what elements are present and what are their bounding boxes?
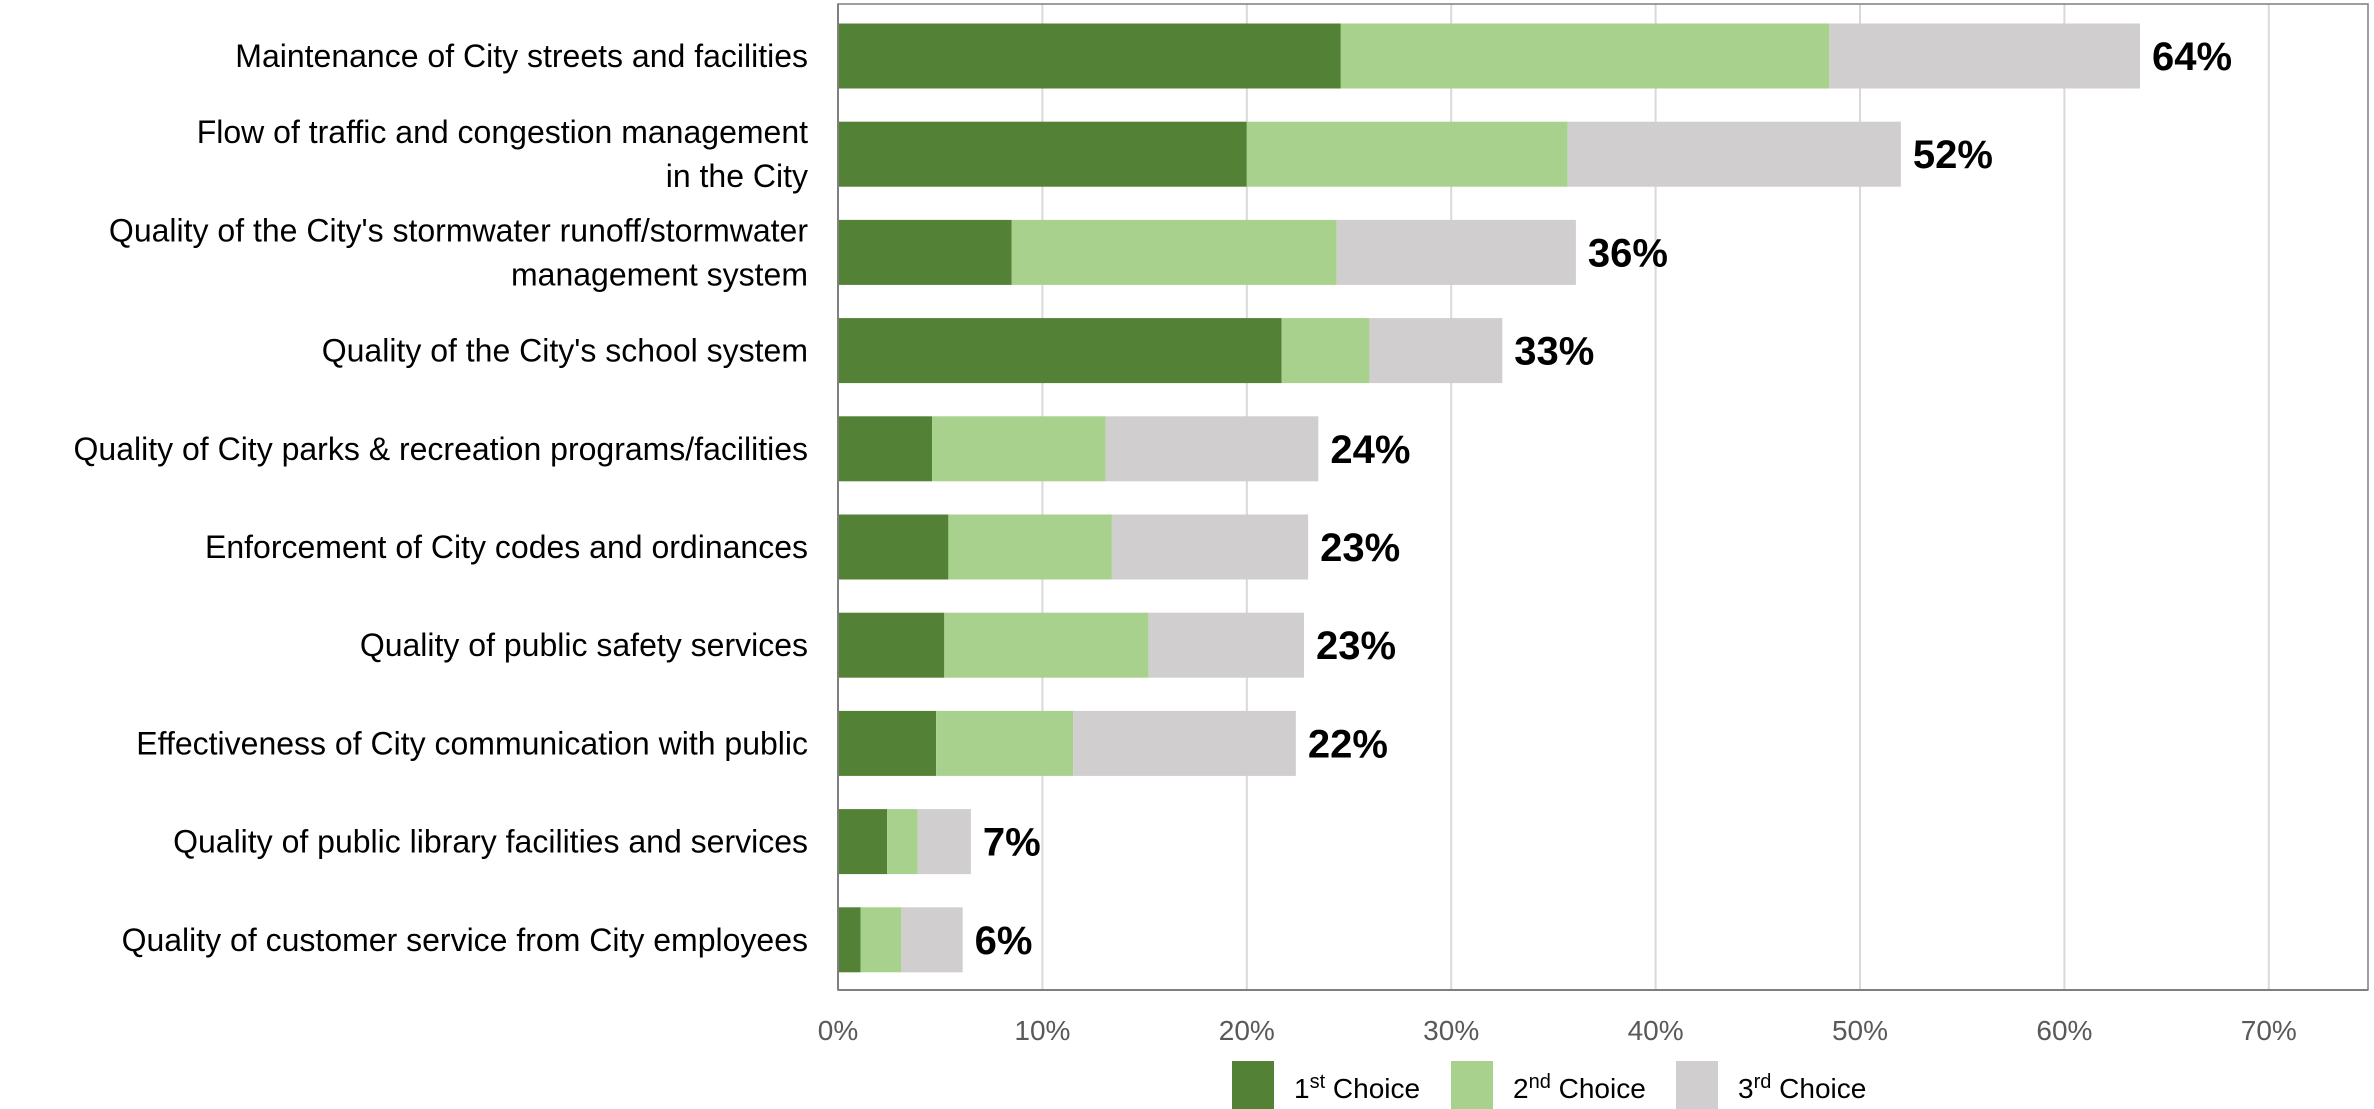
bar-segment-2	[932, 416, 1106, 482]
bar-segment-1	[838, 514, 949, 580]
x-tick-label: 70%	[2241, 1015, 2297, 1046]
legend-swatch	[1451, 1061, 1493, 1109]
bar-segment-1	[838, 809, 888, 875]
bar-segment-2	[1011, 219, 1337, 285]
category-label: Flow of traffic and congestion managemen…	[197, 114, 808, 150]
bar-segment-3	[1105, 416, 1319, 482]
bar-segment-1	[838, 23, 1341, 89]
total-labels: 64% 52% 36% 33% 24% 23% 23% 22% 7% 6%	[975, 35, 2232, 963]
total-data-label: 64%	[2152, 35, 2232, 79]
category-label: Quality of the City's school system	[322, 333, 808, 369]
category-label: in the City	[666, 158, 808, 194]
x-tick-label: 30%	[1423, 1015, 1479, 1046]
category-label: Quality of public library facilities and…	[173, 824, 808, 860]
bar-segment-1	[838, 907, 861, 973]
x-tick-label: 10%	[1014, 1015, 1070, 1046]
total-data-label: 36%	[1588, 231, 1668, 275]
category-labels: Maintenance of City streets and faciliti…	[74, 38, 809, 958]
bar-segment-2	[1281, 318, 1370, 384]
category-label: Quality of City parks & recreation progr…	[74, 431, 808, 467]
category-label: Quality of customer service from City em…	[122, 922, 808, 958]
bars	[838, 23, 2141, 973]
bar-segment-3	[1073, 710, 1296, 776]
total-data-label: 33%	[1514, 330, 1594, 374]
axes: 0% 10% 20% 30% 40% 50% 60% 70%	[818, 3, 2369, 1046]
total-data-label: 7%	[983, 821, 1041, 865]
legend: 1st Choice 2nd Choice 3rd Choice	[1232, 1061, 1866, 1109]
bar-segment-2	[948, 514, 1112, 580]
x-tick-label: 0%	[818, 1015, 858, 1046]
bar-segment-2	[936, 710, 1074, 776]
bar-segment-2	[1246, 121, 1568, 187]
bar-segment-3	[1829, 23, 2141, 89]
bar-segment-2	[860, 907, 902, 973]
total-data-label: 24%	[1330, 428, 1410, 472]
total-data-label: 52%	[1913, 133, 1993, 177]
category-label: Effectiveness of City communication with…	[136, 725, 808, 761]
bar-segment-1	[838, 318, 1282, 384]
bar-segment-1	[838, 219, 1012, 285]
bar-segment-1	[838, 416, 933, 482]
total-data-label: 6%	[975, 919, 1033, 963]
bar-segment-3	[1336, 219, 1576, 285]
bar-segment-1	[838, 612, 945, 678]
category-label: management system	[511, 256, 808, 292]
legend-label: 1st Choice	[1294, 1071, 1420, 1104]
category-label: Quality of public safety services	[360, 627, 808, 663]
category-label: Maintenance of City streets and faciliti…	[235, 38, 808, 74]
x-tick-label: 50%	[1832, 1015, 1888, 1046]
x-tick-label: 60%	[2036, 1015, 2092, 1046]
bar-segment-3	[917, 809, 971, 875]
bar-segment-3	[1567, 121, 1901, 187]
bar-segment-2	[1340, 23, 1830, 89]
bar-segment-3	[1369, 318, 1503, 384]
category-label: Quality of the City's stormwater runoff/…	[109, 212, 808, 248]
legend-label: 3rd Choice	[1738, 1071, 1866, 1104]
legend-swatch	[1676, 1061, 1718, 1109]
bar-segment-2	[887, 809, 918, 875]
x-tick-label: 20%	[1219, 1015, 1275, 1046]
x-tick-label: 40%	[1628, 1015, 1684, 1046]
total-data-label: 22%	[1308, 722, 1388, 766]
bar-segment-3	[901, 907, 963, 973]
bar-segment-1	[838, 710, 937, 776]
category-label: Enforcement of City codes and ordinances	[205, 529, 808, 565]
legend-label: 2nd Choice	[1513, 1071, 1646, 1104]
total-data-label: 23%	[1316, 624, 1396, 668]
bar-segment-1	[838, 121, 1247, 187]
legend-swatch	[1232, 1061, 1274, 1109]
bar-segment-2	[944, 612, 1149, 678]
total-data-label: 23%	[1320, 526, 1400, 570]
bar-segment-3	[1148, 612, 1305, 678]
bar-segment-3	[1111, 514, 1309, 580]
